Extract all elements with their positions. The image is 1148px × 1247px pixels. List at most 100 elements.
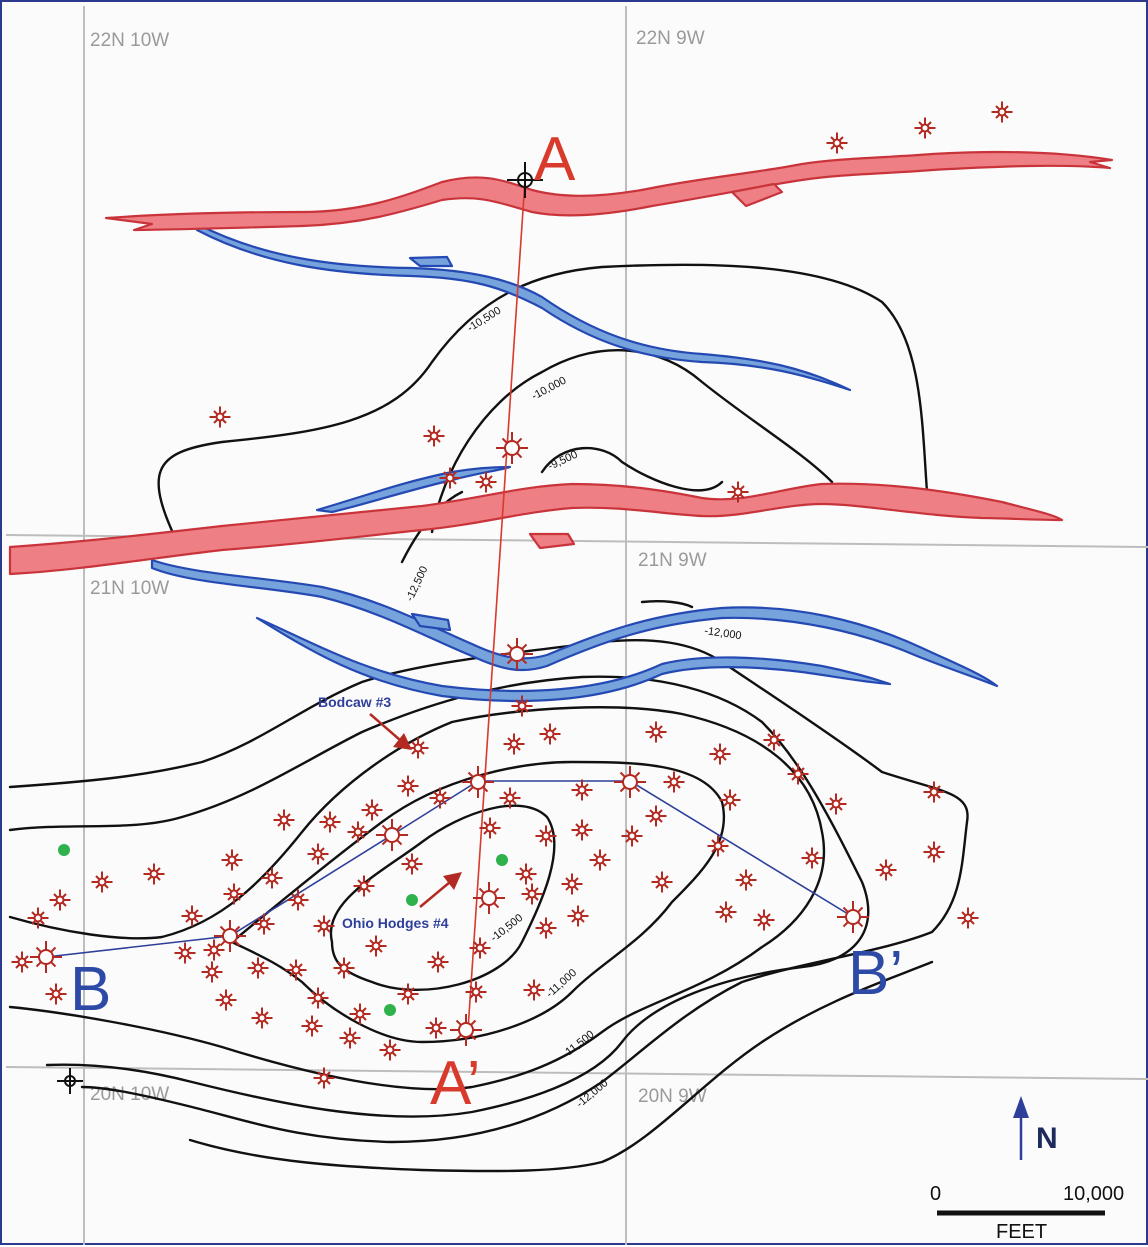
well-symbol-icon <box>203 939 225 961</box>
contour-line <box>8 675 870 1118</box>
well-symbol-icon <box>499 787 521 809</box>
well-symbol-icon <box>423 425 445 447</box>
section-line-a <box>467 179 526 1031</box>
contour-label: -12,000 <box>574 1077 610 1110</box>
well-symbol-icon <box>801 847 823 869</box>
well-symbol-icon <box>273 809 295 831</box>
well-symbol-icon <box>645 805 667 827</box>
green-dot-icon <box>406 894 418 906</box>
well-symbol-icon <box>496 432 528 464</box>
green-dot-icon <box>496 854 508 866</box>
well-symbol-icon <box>251 1007 273 1029</box>
contour-label: -12,500 <box>404 564 431 603</box>
contour-line <box>540 446 724 492</box>
well-symbol-icon <box>253 913 275 935</box>
well-symbol-icon <box>261 867 283 889</box>
well-symbol-icon <box>707 835 729 857</box>
well-symbol-icon <box>353 875 375 897</box>
well-symbol-icon <box>465 981 487 1003</box>
well-symbol-icon <box>143 863 165 885</box>
well-symbol-icon <box>473 882 505 914</box>
well-symbol-icon <box>215 989 237 1011</box>
scale-end-label: 10,000 <box>1063 1183 1124 1205</box>
township-label: 20N 10W <box>90 1084 169 1105</box>
green-dots <box>58 844 508 1016</box>
well-symbol-icon <box>307 843 329 865</box>
township-label: 21N 9W <box>638 550 707 571</box>
township-label: 22N 10W <box>90 30 169 51</box>
well-symbol-icon <box>535 825 557 847</box>
well-symbol-icon <box>11 951 33 973</box>
contour-line <box>640 600 694 609</box>
well-symbol-icon <box>214 920 246 952</box>
well-symbol-icon <box>787 763 809 785</box>
well-symbol-icon <box>914 117 936 139</box>
green-dot-icon <box>58 844 70 856</box>
well-symbol-icon <box>826 132 848 154</box>
blue-band <box>410 612 452 632</box>
contour-line <box>430 349 834 534</box>
well-symbol-icon <box>663 771 685 793</box>
well-symbol-icon <box>397 983 419 1005</box>
well-symbol-icon <box>301 1015 323 1037</box>
well-symbol-icon <box>475 471 497 493</box>
well-symbol-icon <box>313 1067 335 1089</box>
well-symbols <box>11 101 1013 1089</box>
township-label: 20N 9W <box>638 1086 707 1107</box>
blue-band <box>408 255 454 268</box>
well-symbol-icon <box>709 743 731 765</box>
section-label-b: B <box>70 955 111 1024</box>
well-symbol-icon <box>503 733 525 755</box>
well-symbol-icon <box>923 841 945 863</box>
well-symbol-icon <box>91 871 113 893</box>
structure-contours <box>8 263 969 1173</box>
blue-band <box>150 558 999 688</box>
township-label: 21N 10W <box>90 578 169 599</box>
well-symbol-icon <box>462 766 494 798</box>
well-symbol-icon <box>719 789 741 811</box>
scale-start-label: 0 <box>930 1183 941 1205</box>
well-symbol-icon <box>991 101 1013 123</box>
north-label: N <box>1036 1122 1058 1155</box>
well-symbol-icon <box>469 937 491 959</box>
well-symbol-icon <box>307 987 329 1009</box>
well-symbol-icon <box>535 917 557 939</box>
well-symbol-icon <box>825 793 847 815</box>
blue-bands <box>150 222 999 703</box>
well-symbol-icon <box>174 942 196 964</box>
well-symbol-icon <box>501 638 533 670</box>
fault-band <box>104 150 1114 232</box>
well-symbol-icon <box>523 979 545 1001</box>
well-symbol-icon <box>875 859 897 881</box>
well-symbol-icon <box>247 957 269 979</box>
well-symbol-icon <box>763 729 785 751</box>
cross-section-lines <box>45 179 854 1031</box>
contour-line <box>188 960 934 1173</box>
well-symbol-icon <box>837 901 869 933</box>
well-symbol-icon <box>287 889 309 911</box>
well-symbol-icon <box>450 1014 482 1046</box>
well-symbol-icon <box>201 961 223 983</box>
ohio-hodges-pointer-arrow <box>419 872 462 908</box>
well-symbol-icon <box>715 901 737 923</box>
well-symbol-icon <box>651 871 673 893</box>
well-symbol-icon <box>397 775 419 797</box>
well-symbol-icon <box>561 873 583 895</box>
contour-label: -11,500 <box>560 1028 596 1060</box>
contour-line <box>157 263 929 554</box>
well-symbol-icon <box>361 799 383 821</box>
scale-unit-label: FEET <box>996 1221 1047 1243</box>
dry-holes <box>57 162 543 1094</box>
well-symbol-icon <box>313 915 335 937</box>
contour-label: -10,000 <box>530 375 569 403</box>
contour-label: -11,000 <box>544 967 579 1000</box>
dry-hole-icon <box>507 162 543 198</box>
well-symbol-icon <box>521 883 543 905</box>
well-symbol-icon <box>621 825 643 847</box>
well-symbol-icon <box>376 819 408 851</box>
well-symbol-icon <box>614 766 646 798</box>
well-symbol-icon <box>571 819 593 841</box>
well-symbol-icon <box>567 905 589 927</box>
well-symbol-icon <box>539 723 561 745</box>
